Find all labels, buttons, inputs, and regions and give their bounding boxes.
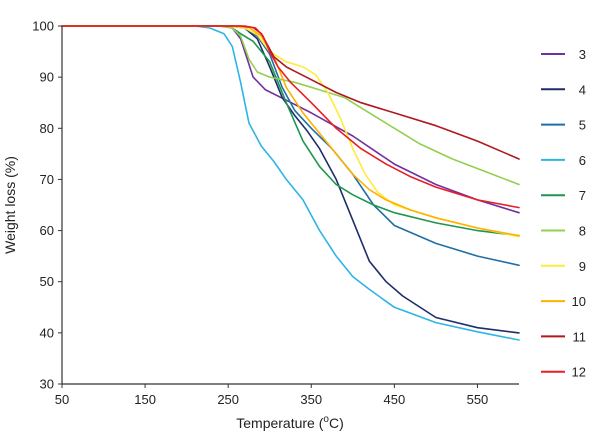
x-tick-label: 250	[217, 392, 239, 407]
legend-label: 9	[579, 259, 586, 274]
y-ticks: 30 40 50 60 70 80 90 100	[32, 19, 62, 392]
series-line-5	[61, 25, 520, 267]
legend-item-6: 6	[541, 153, 586, 168]
legend-item-12: 12	[541, 365, 586, 380]
legend-item-9: 9	[541, 259, 586, 274]
x-ticks: 50 150 250 350 450 550	[55, 384, 489, 407]
legend-label: 7	[579, 188, 586, 203]
legend-label: 3	[579, 47, 586, 62]
legend-item-7: 7	[541, 188, 586, 203]
series-line-6	[61, 25, 520, 341]
y-tick-label: 50	[40, 274, 54, 289]
series-lines	[61, 25, 520, 341]
legend: 3 4 5 6 7 8 9 10 11 12	[541, 47, 586, 380]
series-line-7	[61, 25, 520, 237]
legend-item-11: 11	[541, 329, 586, 344]
series-line-8	[61, 25, 520, 186]
x-tick-label: 50	[55, 392, 69, 407]
legend-label: 8	[579, 224, 586, 239]
series-line-10	[61, 25, 520, 237]
x-axis-title: Temperature (oC)	[236, 414, 344, 431]
axes	[61, 26, 519, 385]
x-tick-label: 350	[300, 392, 322, 407]
legend-item-8: 8	[541, 224, 586, 239]
y-tick-label: 40	[40, 325, 54, 340]
legend-label: 6	[579, 153, 586, 168]
legend-item-10: 10	[541, 294, 586, 309]
legend-label: 11	[573, 329, 587, 344]
y-tick-label: 70	[40, 172, 54, 187]
x-tick-label: 450	[384, 392, 406, 407]
legend-item-4: 4	[541, 82, 586, 97]
y-axis-title: Weight loss (%)	[2, 156, 18, 254]
y-tick-label: 60	[40, 223, 54, 238]
y-tick-label: 30	[40, 377, 54, 392]
y-tick-label: 100	[32, 19, 54, 34]
x-tick-label: 150	[134, 392, 156, 407]
y-tick-label: 90	[40, 70, 54, 85]
legend-label: 12	[572, 365, 586, 380]
x-axis-title-superscript: o	[323, 414, 329, 425]
legend-item-3: 3	[541, 47, 586, 62]
x-tick-label: 550	[467, 392, 489, 407]
y-tick-label: 80	[40, 121, 54, 136]
series-line-4	[61, 25, 520, 334]
legend-label: 10	[572, 294, 586, 309]
legend-label: 5	[579, 118, 586, 133]
legend-item-5: 5	[541, 118, 586, 133]
legend-label: 4	[579, 82, 586, 97]
series-line-12	[61, 25, 520, 209]
